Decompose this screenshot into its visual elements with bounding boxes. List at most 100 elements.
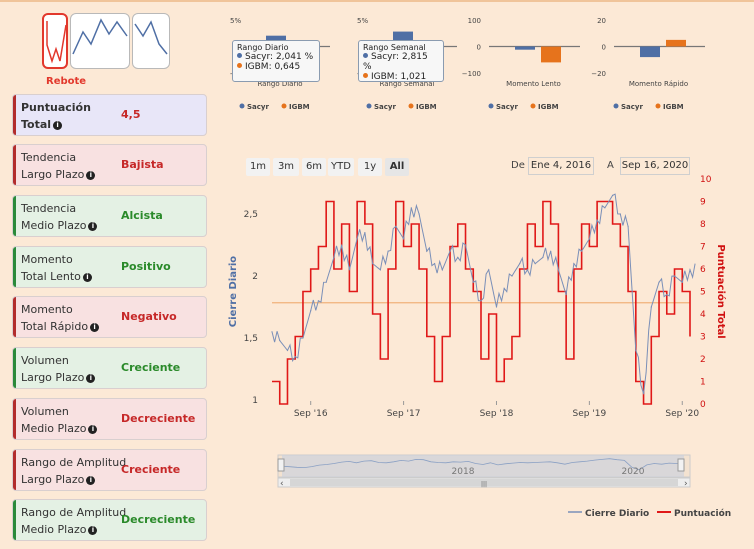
x-tick-label: Sep '18 bbox=[480, 409, 514, 419]
legend-dot-sacyr bbox=[239, 103, 245, 109]
panel-label-line1: Momento bbox=[21, 303, 73, 316]
panel-label: Rango de Amplitud Medio Plazo i bbox=[21, 504, 126, 538]
navigator-window[interactable] bbox=[282, 455, 684, 477]
navigator-handle-right[interactable] bbox=[677, 458, 685, 472]
y-tick-label-right: 8 bbox=[700, 220, 706, 230]
data-point-cierre-diario bbox=[464, 244, 467, 246]
range-button-1y[interactable]: 1y bbox=[358, 158, 382, 176]
panel-label-line1: Tendencia bbox=[21, 202, 77, 215]
navigator-handle-left[interactable] bbox=[277, 458, 285, 472]
info-icon[interactable]: i bbox=[88, 425, 98, 434]
y-tick-label: 5% bbox=[230, 17, 241, 25]
info-icon[interactable]: i bbox=[88, 222, 98, 231]
info-icon[interactable]: i bbox=[90, 323, 100, 332]
panel-accent-bar bbox=[13, 450, 16, 490]
panel-value: 4,5 bbox=[121, 108, 141, 121]
legend-label: Sacyr bbox=[247, 103, 269, 111]
navigator: 2018 2020 ‹ › ||| bbox=[277, 454, 691, 489]
indicator-panel[interactable]: Volumen Medio Plazo i Decreciente bbox=[12, 398, 207, 440]
legend-dot-sacyr bbox=[613, 103, 619, 109]
data-point-cierre-diario bbox=[364, 232, 366, 234]
pattern-thumbnail[interactable] bbox=[70, 13, 130, 69]
info-icon[interactable]: i bbox=[86, 374, 96, 383]
x-tick-label: Sep '17 bbox=[387, 409, 421, 419]
bar-sacyr bbox=[515, 46, 535, 50]
data-point-cierre-diario bbox=[534, 263, 536, 265]
indicator-panel[interactable]: Momento Total Rápido i Negativo bbox=[12, 296, 207, 338]
data-point-cierre-diario bbox=[271, 331, 273, 333]
panel-accent-bar bbox=[13, 247, 16, 287]
panel-value: Negativo bbox=[121, 310, 177, 323]
scroll-grip-icon: ||| bbox=[481, 481, 487, 488]
indicator-panel[interactable]: Volumen Largo Plazo i Creciente bbox=[12, 347, 207, 389]
range-button-6m[interactable]: 6m bbox=[302, 158, 326, 176]
panel-label-line1: Puntuación bbox=[21, 101, 91, 114]
y-tick-label-left: 2,5 bbox=[244, 210, 258, 220]
from-date-input[interactable]: Ene 4, 2016 bbox=[528, 157, 594, 175]
info-icon[interactable]: i bbox=[88, 526, 98, 535]
data-point-cierre-diario bbox=[317, 300, 320, 302]
pattern-thumbnails bbox=[42, 13, 170, 71]
indicator-panel[interactable]: Momento Total Lento i Positivo bbox=[12, 246, 207, 288]
panel-label-line2: Total Rápido bbox=[21, 320, 89, 333]
data-point-cierre-diario bbox=[372, 263, 374, 265]
tooltip-title: Rango Diario bbox=[237, 43, 289, 52]
range-button-1m[interactable]: 1m bbox=[246, 158, 270, 176]
data-point-cierre-diario bbox=[310, 310, 312, 312]
panel-label-line2: Largo Plazo bbox=[21, 473, 85, 486]
data-point-cierre-diario bbox=[611, 194, 614, 196]
panel-accent-bar bbox=[13, 348, 16, 388]
mini-chart-title: Rango Diario bbox=[257, 80, 302, 88]
navigator-track bbox=[277, 454, 691, 478]
data-point-cierre-diario bbox=[433, 263, 436, 265]
info-icon[interactable]: i bbox=[86, 476, 96, 485]
panel-accent-bar bbox=[13, 95, 16, 135]
y-axis-title-left: Cierre Diario bbox=[228, 256, 239, 328]
panel-label-line2: Medio Plazo bbox=[21, 422, 87, 435]
pattern-thumbnail[interactable] bbox=[42, 13, 68, 69]
scroll-left-icon: ‹ bbox=[280, 479, 284, 489]
panel-accent-bar bbox=[13, 297, 16, 337]
indicator-panel[interactable]: Rango de Amplitud Medio Plazo i Decreciente bbox=[12, 499, 207, 541]
y-tick-label: 20 bbox=[597, 17, 606, 25]
navigator-scrollbar-thumb[interactable] bbox=[290, 479, 678, 486]
info-icon[interactable]: i bbox=[53, 121, 63, 130]
data-point-cierre-diario bbox=[658, 281, 660, 283]
range-button-3m[interactable]: 3m bbox=[273, 158, 299, 176]
indicator-panel[interactable]: Tendencia Largo Plazo i Bajista bbox=[12, 144, 207, 186]
indicator-panel[interactable]: Puntuación Total i 4,5 bbox=[12, 94, 207, 136]
range-button-ytd[interactable]: YTD bbox=[328, 158, 354, 176]
tooltip-title: Rango Semanal bbox=[363, 43, 426, 52]
bar-igbm bbox=[666, 39, 686, 47]
y-tick-label-right: 4 bbox=[700, 310, 706, 320]
data-point-cierre-diario bbox=[519, 263, 521, 265]
tooltip-row-sacyr: Sacyr: 2,815 % bbox=[363, 52, 428, 72]
data-point-cierre-diario bbox=[488, 269, 490, 271]
legend-label: IGBM bbox=[538, 103, 559, 111]
info-icon[interactable]: i bbox=[86, 171, 96, 180]
to-date-input[interactable]: Sep 16, 2020 bbox=[620, 157, 690, 175]
panel-label-line1: Volumen bbox=[21, 354, 69, 367]
panel-label: Rango de Amplitud Largo Plazo i bbox=[21, 454, 126, 488]
panel-label-line2: Medio Plazo bbox=[21, 523, 87, 536]
panel-value: Decreciente bbox=[121, 412, 196, 425]
mini-chart-4: 20 0 −20 Momento Rápido Sacyr IGBM bbox=[591, 17, 705, 111]
data-point-cierre-diario bbox=[650, 306, 652, 308]
navigator-scrollbar[interactable] bbox=[277, 477, 691, 488]
panel-value: Creciente bbox=[121, 463, 181, 476]
indicator-panel[interactable]: Rango de Amplitud Largo Plazo i Creciente bbox=[12, 449, 207, 491]
data-point-cierre-diario bbox=[449, 250, 451, 252]
data-point-cierre-diario bbox=[495, 306, 498, 308]
panel-value: Positivo bbox=[121, 260, 171, 273]
panel-value: Creciente bbox=[121, 361, 181, 374]
info-icon[interactable]: i bbox=[82, 273, 92, 282]
panel-label: Momento Total Lento i bbox=[21, 251, 92, 285]
range-button-all[interactable]: All bbox=[385, 158, 409, 176]
y-tick-label: −100 bbox=[462, 70, 481, 78]
pattern-thumbnail[interactable] bbox=[132, 13, 170, 69]
y-axis-title-right: Puntuación Total bbox=[715, 244, 727, 338]
panel-label-line2: Largo Plazo bbox=[21, 371, 85, 384]
indicator-panel[interactable]: Tendencia Medio Plazo i Alcista bbox=[12, 195, 207, 237]
data-point-cierre-diario bbox=[565, 294, 567, 296]
data-point-cierre-diario bbox=[302, 337, 304, 339]
